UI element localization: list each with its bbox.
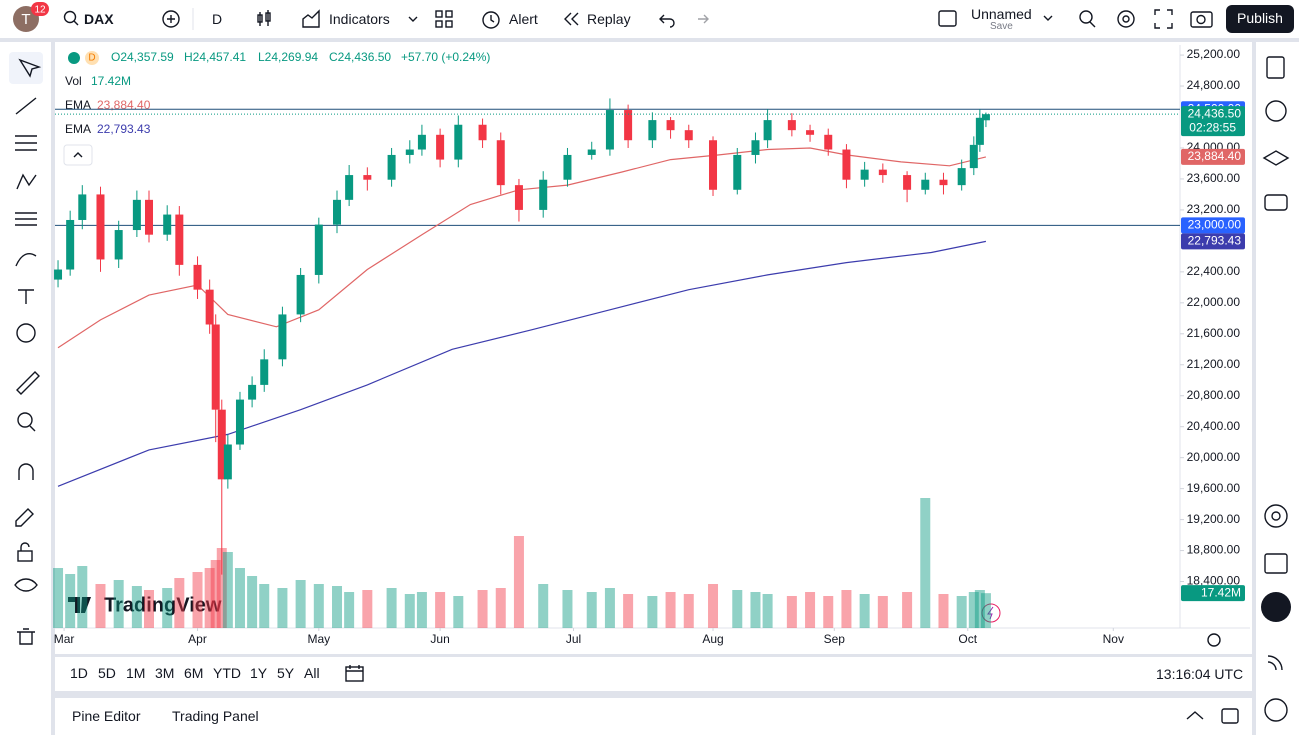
screenshot[interactable]	[1190, 11, 1213, 28]
lock-tool[interactable]	[17, 550, 33, 562]
search-icon	[73, 20, 79, 26]
range-bar	[55, 657, 1252, 691]
cursor-tool[interactable]	[18, 58, 42, 78]
add-symbol[interactable]	[162, 10, 180, 28]
toolbar-icons: T 12 Publish	[13, 2, 1294, 33]
badge-count: 12	[34, 5, 46, 16]
badge	[31, 2, 49, 16]
chart-type-icon	[257, 14, 263, 23]
chevron[interactable]	[408, 16, 418, 22]
indicators-icon[interactable]	[302, 9, 320, 28]
target[interactable]	[1264, 504, 1288, 528]
calendar[interactable]	[1264, 553, 1288, 574]
chevron[interactable]	[1043, 15, 1053, 21]
settings[interactable]	[1117, 10, 1135, 28]
layers[interactable]	[1262, 150, 1290, 166]
save-label[interactable]: Save	[990, 21, 1013, 32]
magnet-tool[interactable]	[18, 463, 34, 480]
forecast-tool[interactable]	[15, 212, 37, 226]
stay-drawing[interactable]	[15, 508, 34, 527]
layout-icon[interactable]	[435, 10, 443, 18]
help[interactable]	[1264, 698, 1288, 722]
layout-name[interactable]: Unnamed	[971, 6, 1032, 22]
screenshot	[1196, 14, 1206, 25]
detach-panel[interactable]	[1221, 708, 1239, 724]
trading-panel-tab[interactable]: Trading Panel	[172, 708, 259, 724]
undo[interactable]	[659, 14, 675, 28]
fullscreen[interactable]	[1154, 9, 1173, 29]
symbol[interactable]: DAX	[84, 11, 114, 27]
alert-button[interactable]: Alert	[509, 11, 538, 27]
zoom-tool	[29, 425, 36, 432]
left-toolbar	[0, 42, 51, 735]
chat[interactable]	[1264, 194, 1288, 211]
fib-tool[interactable]	[15, 135, 37, 151]
quick-search	[1089, 21, 1096, 28]
avatar-letter: T	[21, 11, 30, 28]
measure-tool[interactable]	[16, 371, 40, 395]
clock: 13:16:04 UTC	[1156, 666, 1244, 682]
layout-icon	[445, 20, 453, 28]
lock-tool	[20, 542, 30, 551]
zoom-tool[interactable]	[17, 412, 33, 428]
publish-button[interactable]	[1226, 5, 1294, 33]
redo[interactable]	[698, 14, 709, 24]
stream[interactable]	[1267, 655, 1283, 671]
chart-type-icon	[265, 12, 271, 22]
range-button[interactable]: 5Y	[277, 665, 295, 681]
apps[interactable]	[1261, 592, 1291, 622]
emoji-tool[interactable]	[16, 323, 36, 343]
layout-icon	[445, 10, 453, 18]
sidebar-icons	[1261, 56, 1291, 722]
date-range-icon	[345, 666, 364, 682]
alerts[interactable]	[1265, 100, 1287, 122]
maximize-panel[interactable]	[1186, 711, 1204, 720]
watchlist[interactable]	[1266, 56, 1285, 79]
date-range-icon[interactable]	[344, 663, 366, 685]
hide-tool[interactable]	[14, 578, 38, 592]
publish-label: Publish	[1237, 10, 1283, 26]
line-tool[interactable]	[15, 97, 37, 115]
drawing-tools	[9, 52, 43, 645]
range-button[interactable]: All	[304, 665, 320, 681]
range-button[interactable]: 6M	[184, 665, 204, 681]
quick-search[interactable]	[1079, 10, 1093, 24]
replay-icon[interactable]	[564, 12, 579, 26]
tool-highlight	[9, 52, 43, 84]
settings	[1122, 15, 1130, 23]
bottom-panel	[55, 698, 1252, 735]
layout-square[interactable]	[938, 10, 957, 27]
delete-tool[interactable]	[17, 628, 35, 645]
top-toolbar	[0, 0, 1299, 38]
range-button[interactable]: 3M	[155, 665, 175, 681]
pattern-tool[interactable]	[16, 173, 37, 190]
replay-button[interactable]: Replay	[587, 11, 631, 27]
brush-tool[interactable]	[15, 253, 37, 267]
chart-panel	[55, 42, 1252, 654]
layout-icon	[435, 20, 443, 28]
range-button[interactable]: 1D	[70, 665, 88, 681]
text-tool[interactable]	[18, 289, 34, 304]
target	[1271, 511, 1281, 521]
range-button[interactable]: 1M	[126, 665, 146, 681]
add-symbol	[167, 15, 175, 23]
alert-icon	[490, 15, 495, 23]
indicators-button[interactable]: Indicators	[329, 11, 390, 27]
interval[interactable]: D	[212, 11, 223, 27]
range-button[interactable]: 5D	[98, 665, 116, 681]
panel-controls	[1186, 708, 1239, 724]
pine-editor-tab[interactable]: Pine Editor	[72, 708, 141, 724]
search-icon[interactable]	[63, 10, 77, 24]
date-range-icon	[346, 665, 363, 672]
range-button[interactable]: YTD	[213, 665, 241, 681]
alert-icon[interactable]	[482, 11, 500, 29]
range-button[interactable]: 1Y	[250, 665, 268, 681]
